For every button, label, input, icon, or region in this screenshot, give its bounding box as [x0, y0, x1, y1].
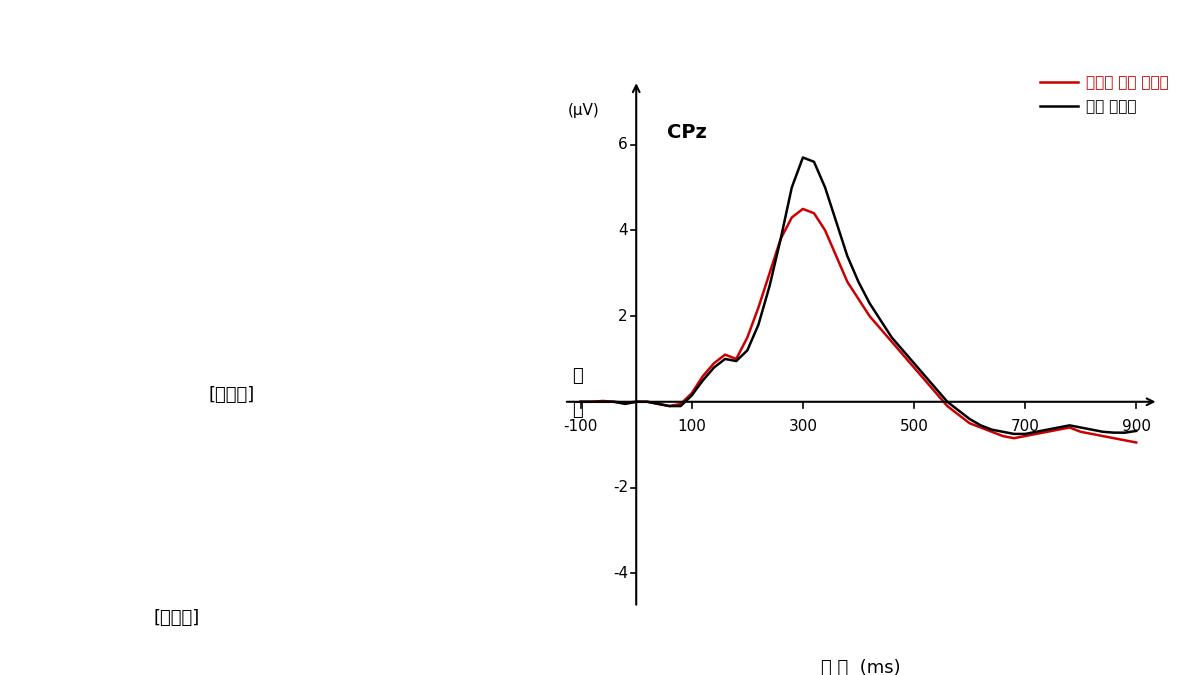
Text: [전두엽]: [전두엽]	[154, 609, 199, 626]
정상 대조군	[796, 153, 810, 161]
정상 대조군	[696, 376, 710, 384]
Text: 100: 100	[677, 419, 707, 434]
Line: 정상 대조군: 정상 대조군	[581, 157, 1136, 434]
인터넷 게임 중독군	[796, 205, 810, 213]
정상 대조군	[740, 346, 755, 354]
Text: -2: -2	[613, 480, 628, 495]
Line: 인터넷 게임 중독군: 인터넷 게임 중독군	[581, 209, 1136, 443]
Text: -4: -4	[613, 566, 628, 580]
Text: 300: 300	[788, 419, 817, 434]
정상 대조군	[751, 321, 766, 329]
인터넷 게임 중독군	[574, 398, 588, 406]
인터넷 게임 중독군	[984, 428, 998, 436]
Legend: 인터넷 게임 중독군, 정상 대조군: 인터넷 게임 중독군, 정상 대조군	[1039, 75, 1169, 114]
인터넷 게임 중독군	[1118, 436, 1133, 444]
Text: 6: 6	[618, 137, 628, 152]
정상 대조군	[574, 398, 588, 406]
인터넷 게임 중독군	[740, 333, 755, 342]
정상 대조군	[984, 426, 998, 434]
Text: 700: 700	[1010, 419, 1039, 434]
Text: 500: 500	[900, 419, 929, 434]
Text: (μV): (μV)	[568, 103, 599, 118]
Text: 시 간  (ms): 시 간 (ms)	[822, 659, 901, 675]
Text: 4: 4	[618, 223, 628, 238]
정상 대조군	[1118, 429, 1133, 437]
Text: -100: -100	[564, 419, 598, 434]
Text: 2: 2	[618, 308, 628, 323]
정상 대조군	[952, 406, 966, 414]
인터넷 게임 중독군	[751, 304, 766, 312]
인터넷 게임 중독군	[696, 372, 710, 380]
Text: 베: 베	[572, 367, 583, 385]
정상 대조군	[1129, 427, 1144, 435]
인터넷 게임 중독군	[952, 410, 966, 418]
Text: 파: 파	[572, 402, 583, 419]
인터넷 게임 중독군	[1129, 439, 1144, 447]
정상 대조군	[1007, 430, 1021, 438]
Text: [두정엽]: [두정엽]	[209, 386, 254, 404]
Text: 900: 900	[1122, 419, 1151, 434]
Text: CPz: CPz	[667, 124, 707, 142]
